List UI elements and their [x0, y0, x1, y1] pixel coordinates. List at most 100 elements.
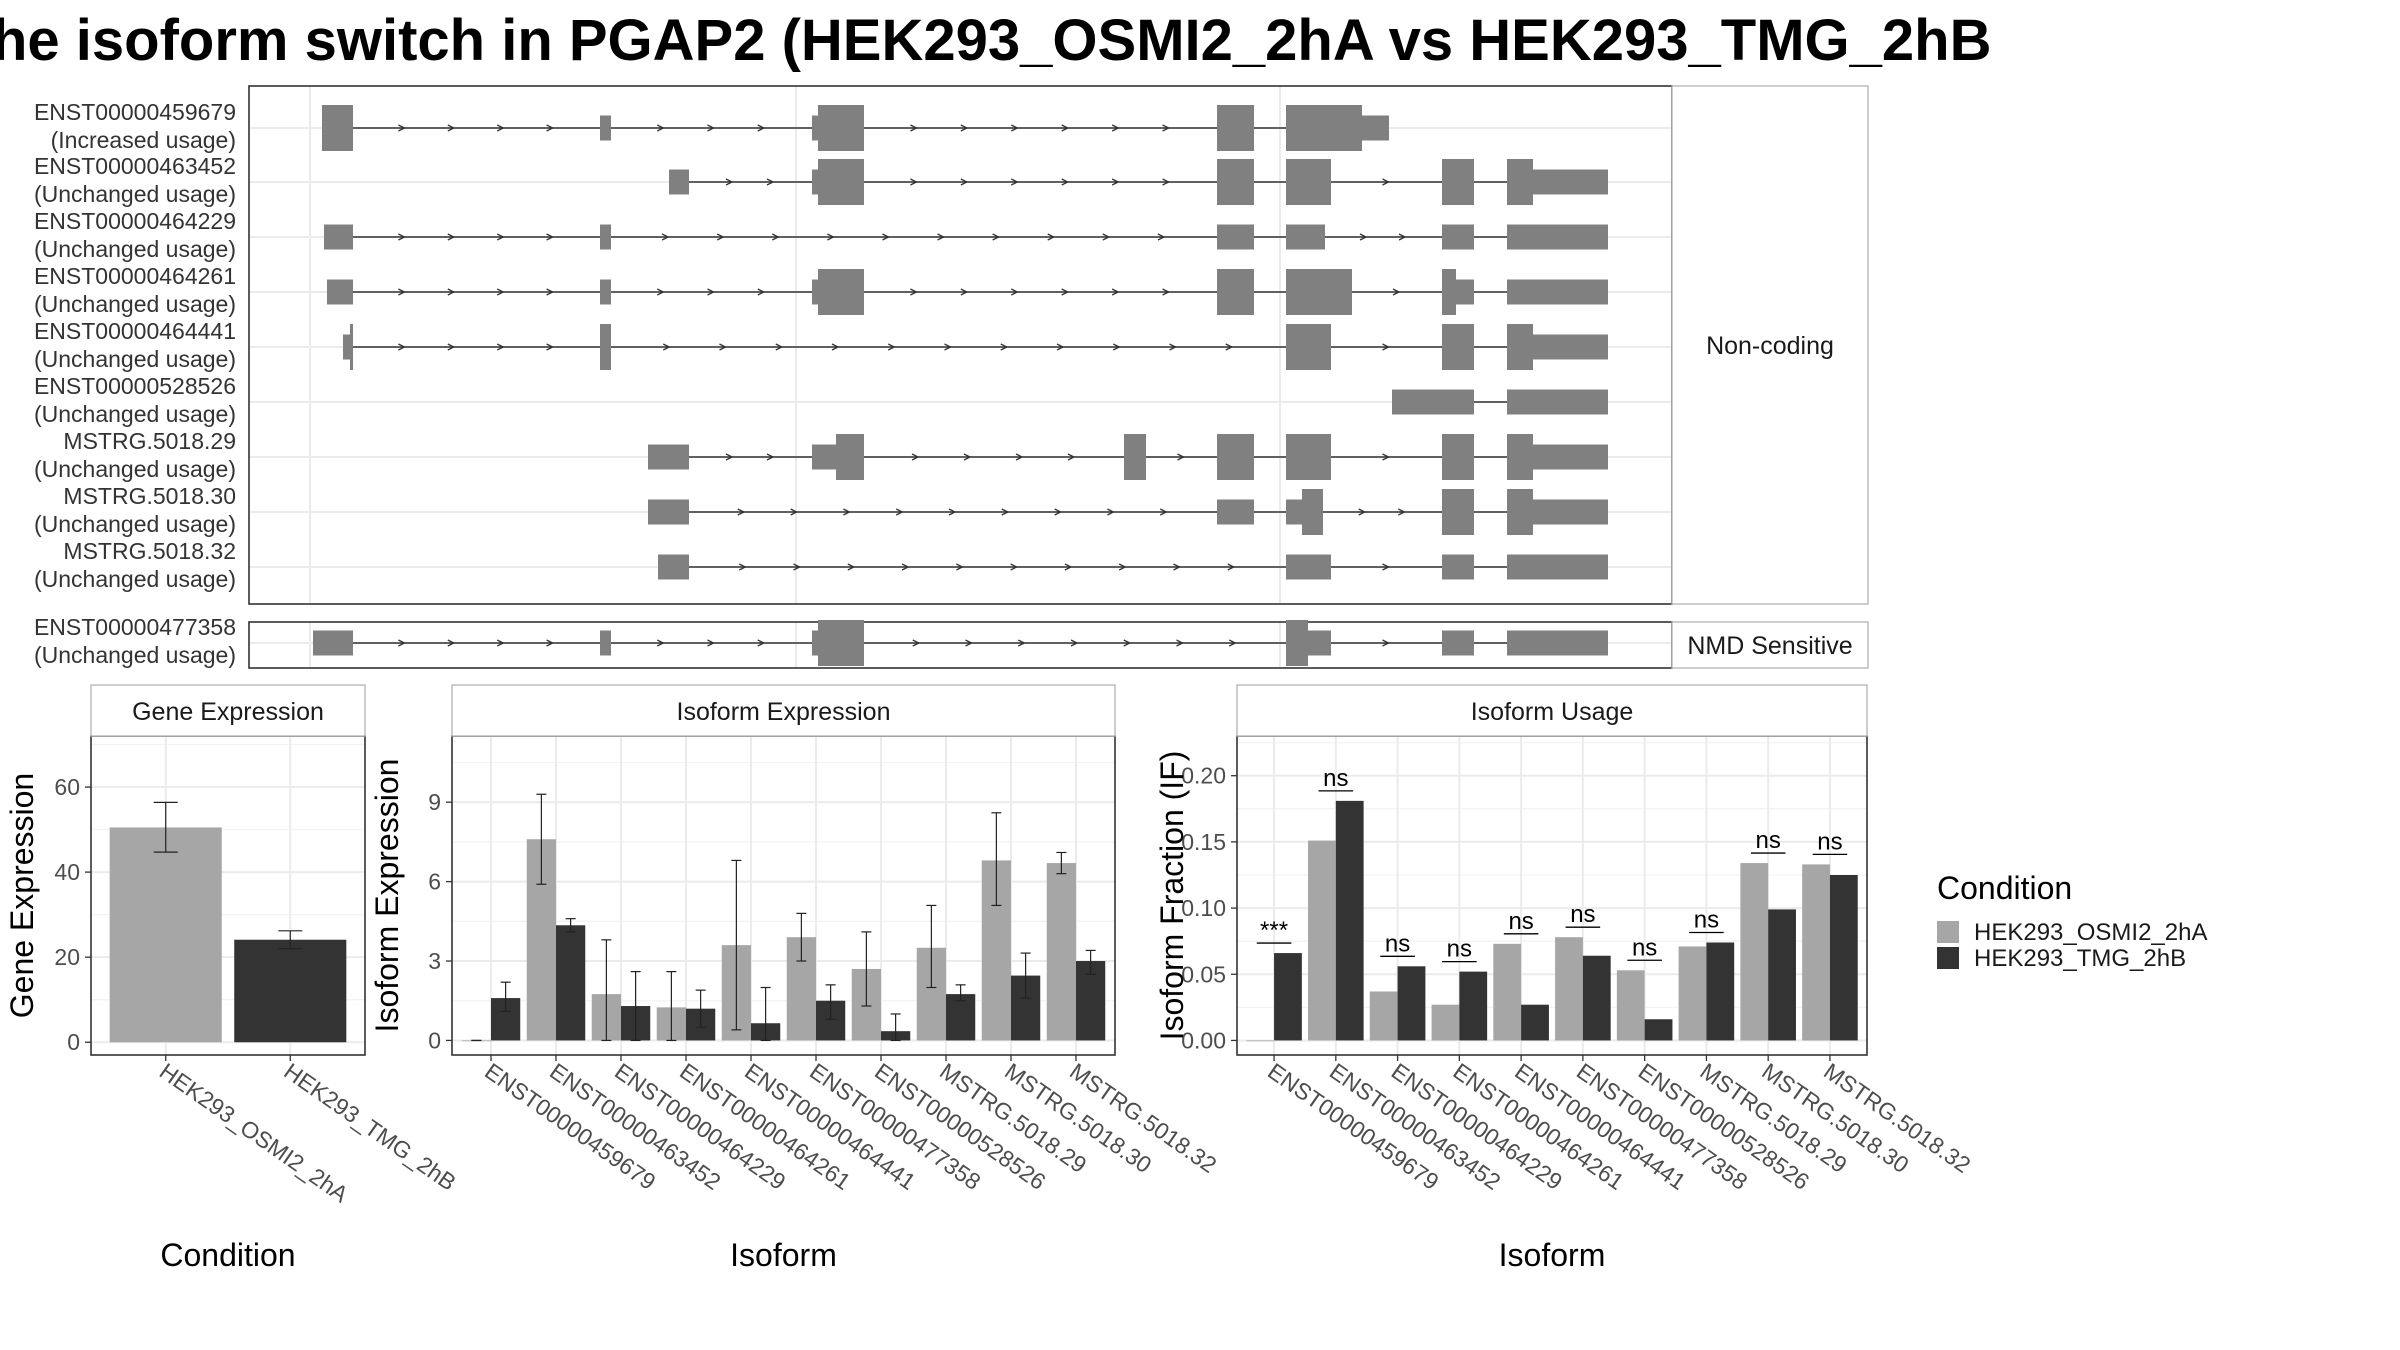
transcript-id-label: MSTRG.5018.30 — [63, 483, 236, 509]
transcript-id-label: MSTRG.5018.29 — [63, 428, 236, 454]
intron-arrow — [656, 288, 665, 296]
intron-arrow — [757, 288, 766, 296]
intron-arrow — [992, 233, 1001, 241]
intron-arrow — [716, 233, 725, 241]
intron-arrow — [546, 639, 555, 647]
transcript-structure-panel: Non-coding ENST00000459679(Increased usag… — [34, 85, 1869, 669]
intron-arrow — [496, 639, 505, 647]
facet-strip-label: Gene Expression — [132, 698, 324, 726]
intron-arrow — [960, 178, 969, 186]
bar-tmg — [1644, 1019, 1673, 1041]
intron-arrow — [1358, 508, 1367, 516]
intron-arrow — [827, 233, 835, 241]
y-tick-label: 0.15 — [1181, 829, 1226, 855]
intron-arrow — [1359, 233, 1368, 241]
intron-arrow — [447, 343, 456, 351]
intron-arrow — [1111, 124, 1120, 132]
intron-arrow — [707, 639, 715, 647]
non-coding-strip-box — [1671, 85, 1869, 605]
noncoding-exon — [1442, 554, 1474, 580]
noncoding-exon — [1507, 389, 1608, 415]
transcript-usage-label: (Increased usage) — [51, 127, 236, 153]
y-tick-label: 40 — [54, 859, 80, 885]
intron-arrow — [771, 233, 780, 241]
bar-tmg — [1768, 909, 1796, 1041]
noncoding-exon — [812, 279, 818, 305]
noncoding-exon — [658, 554, 689, 580]
y-tick-label: 0.00 — [1181, 1027, 1226, 1053]
intron-arrow — [1382, 563, 1390, 571]
intron-arrow — [1001, 508, 1010, 516]
bar-osmi2 — [1308, 840, 1336, 1041]
coding-exon — [1507, 489, 1533, 535]
bar-osmi2 — [1678, 946, 1707, 1041]
coding-exon — [1442, 159, 1474, 205]
intron-arrow — [1123, 639, 1132, 647]
intron-arrow — [775, 343, 784, 351]
intron-arrow — [1227, 563, 1236, 571]
noncoding-exon — [327, 279, 353, 305]
intron-arrow — [1382, 639, 1390, 647]
significance-label: ns — [1385, 930, 1410, 957]
transcript-id-label: ENST00000459679 — [34, 99, 236, 125]
intron-arrow — [1398, 233, 1407, 241]
coding-exon — [1507, 434, 1533, 480]
bar-osmi2 — [1740, 863, 1769, 1041]
nmd-sensitive-strip-label: NMD Sensitive — [1687, 632, 1852, 660]
transcript-usage-label: (Unchanged usage) — [34, 401, 236, 427]
intron-arrow — [1398, 508, 1406, 516]
transcript-usage-label: (Unchanged usage) — [34, 181, 236, 207]
intron-arrow — [546, 124, 555, 132]
transcript-model — [1392, 389, 1608, 415]
intron-arrow — [496, 124, 505, 132]
coding-exon — [1217, 269, 1254, 315]
bar-osmi2 — [1616, 970, 1645, 1041]
intron-arrow — [661, 233, 670, 241]
intron-arrow — [1392, 288, 1401, 296]
noncoding-exon — [343, 334, 350, 360]
figure-title: he isoform switch in PGAP2 (HEK293_OSMI2… — [0, 8, 1991, 73]
facet-strip-label: Isoform Usage — [1471, 698, 1634, 726]
intron-arrow — [662, 343, 671, 351]
bar-tmg — [1706, 942, 1735, 1041]
non-coding-strip-label: Non-coding — [1706, 332, 1834, 360]
intron-arrow — [398, 343, 406, 351]
intron-arrow — [707, 124, 715, 132]
coding-exon — [1217, 159, 1254, 205]
intron-arrow — [910, 288, 918, 296]
y-tick-label: 3 — [428, 948, 441, 974]
coding-exon — [1302, 489, 1323, 535]
intron-arrow — [496, 233, 505, 241]
intron-arrow — [1017, 639, 1026, 647]
intron-arrow — [1070, 639, 1079, 647]
coding-exon — [836, 434, 864, 480]
coding-exon — [1507, 324, 1533, 370]
coding-exon — [1286, 620, 1308, 666]
intron-arrow — [887, 343, 896, 351]
noncoding-exon — [648, 499, 689, 525]
coding-exon — [1442, 434, 1474, 480]
noncoding-exon — [1286, 554, 1331, 580]
intron-arrow — [1010, 178, 1019, 186]
transcript-model — [669, 159, 1608, 205]
intron-arrow — [1047, 233, 1056, 241]
intron-arrow — [960, 124, 969, 132]
intron-arrow — [1010, 563, 1019, 571]
bar-osmi2 — [1246, 1040, 1275, 1042]
bar-tmg — [1397, 966, 1426, 1041]
transcript-usage-label: (Unchanged usage) — [34, 346, 236, 372]
transcript-id-label: ENST00000463452 — [34, 153, 236, 179]
bar-osmi2 — [1802, 864, 1830, 1041]
intron-arrow — [1112, 343, 1121, 351]
noncoding-exon — [1507, 224, 1608, 250]
transcript-usage-label: (Unchanged usage) — [34, 291, 236, 317]
y-tick-label: 6 — [428, 869, 441, 895]
intron-arrow — [790, 508, 799, 516]
bar-tmg — [946, 994, 976, 1041]
transcript-model — [343, 324, 1608, 370]
intron-arrow — [656, 124, 665, 132]
coding-exon — [1442, 324, 1474, 370]
coding-exon — [1286, 159, 1331, 205]
y-tick-label: 0 — [67, 1029, 80, 1055]
